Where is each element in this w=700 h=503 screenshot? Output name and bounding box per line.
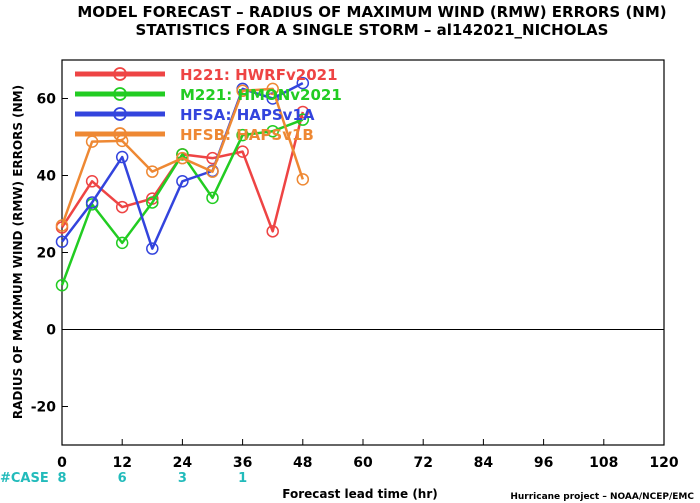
- series-point: [296, 113, 310, 126]
- series-line: [61, 81, 304, 250]
- series-point: [55, 278, 69, 292]
- case-count: 6: [118, 471, 127, 486]
- x-tick-label: 120: [649, 455, 678, 471]
- x-tick-label: 24: [173, 455, 193, 471]
- series-point: [206, 165, 219, 178]
- series-point: [146, 242, 159, 255]
- x-tick-label: 0: [57, 455, 67, 471]
- x-tick-label: 60: [353, 455, 373, 471]
- series-point: [115, 150, 129, 164]
- credit-text: Hurricane project – NOAA/NCEP/EMC: [510, 492, 694, 502]
- legend-marker: [113, 127, 127, 141]
- series-point: [296, 173, 310, 186]
- series-point: [266, 124, 279, 138]
- series-point: [236, 128, 249, 142]
- series-point: [236, 84, 249, 98]
- chart-subtitle: STATISTICS FOR A SINGLE STORM – al142021…: [136, 21, 609, 39]
- x-tick-label: 36: [233, 455, 252, 471]
- series-group: [55, 113, 310, 292]
- series-point: [146, 196, 159, 209]
- series-point: [176, 175, 189, 188]
- chart-title: MODEL FORECAST – RADIUS OF MAXIMUM WIND …: [77, 3, 666, 21]
- y-tick-label: 40: [37, 169, 57, 185]
- x-tick-label: 48: [293, 455, 312, 471]
- x-tick-label: 84: [474, 455, 494, 471]
- series-point: [115, 200, 129, 214]
- legend-entry: HFSB: HAPSv1B: [180, 126, 314, 144]
- legend-entry: M221: HMONv2021: [180, 86, 342, 104]
- series-point: [85, 175, 99, 188]
- x-tick-label: 12: [112, 455, 131, 471]
- series-point: [266, 82, 279, 96]
- legend-marker: [113, 107, 127, 121]
- case-count-label: #CASE: [0, 471, 49, 486]
- series-line: [60, 118, 304, 286]
- legend-entry: HFSA: HAPSv1A: [180, 106, 315, 124]
- legend-entry: H221: HWRFv2021: [180, 66, 338, 84]
- legend: H221: HWRFv2021 M221: HMONv2021 HFSA: HAPS…: [75, 66, 342, 144]
- case-count: 1: [238, 471, 247, 486]
- case-counts: 8 6 3 1: [57, 471, 247, 486]
- x-tick-label: 72: [413, 455, 432, 471]
- series-point: [266, 92, 279, 105]
- y-axis-label: RADIUS OF MAXIMUM WIND (RMW) ERRORS (NM): [11, 85, 25, 419]
- series-point: [236, 145, 249, 158]
- series-point: [176, 151, 189, 165]
- series-point: [296, 105, 310, 119]
- series-point: [55, 219, 69, 232]
- x-tick-label: 108: [589, 455, 618, 471]
- series-point: [85, 196, 99, 209]
- case-count: 3: [178, 471, 187, 486]
- series-point: [296, 76, 310, 90]
- series-point: [176, 148, 189, 161]
- series-point: [146, 165, 159, 178]
- series-point: [266, 225, 279, 238]
- x-axis-ticks: 0 12 24 36 48 60 72 84 96 108 120: [57, 439, 679, 471]
- legend-marker: [113, 87, 127, 101]
- series-point: [55, 235, 69, 248]
- x-tick-label: 96: [534, 455, 553, 471]
- series-layer: [55, 76, 310, 292]
- case-count: 8: [57, 471, 66, 486]
- y-tick-label: -20: [31, 400, 57, 416]
- y-tick-label: 0: [46, 323, 56, 339]
- series-point: [115, 236, 129, 250]
- plot-area-frame: [61, 59, 665, 446]
- series-group: [55, 82, 310, 232]
- x-axis-label: Forecast lead time (hr): [282, 487, 438, 501]
- series-line: [60, 87, 304, 226]
- y-tick-label: 60: [37, 92, 57, 108]
- legend-marker: [113, 67, 127, 81]
- y-axis-ticks: -20 0 20 40 60: [31, 92, 68, 416]
- y-tick-label: 20: [37, 246, 57, 262]
- series-point: [206, 191, 219, 205]
